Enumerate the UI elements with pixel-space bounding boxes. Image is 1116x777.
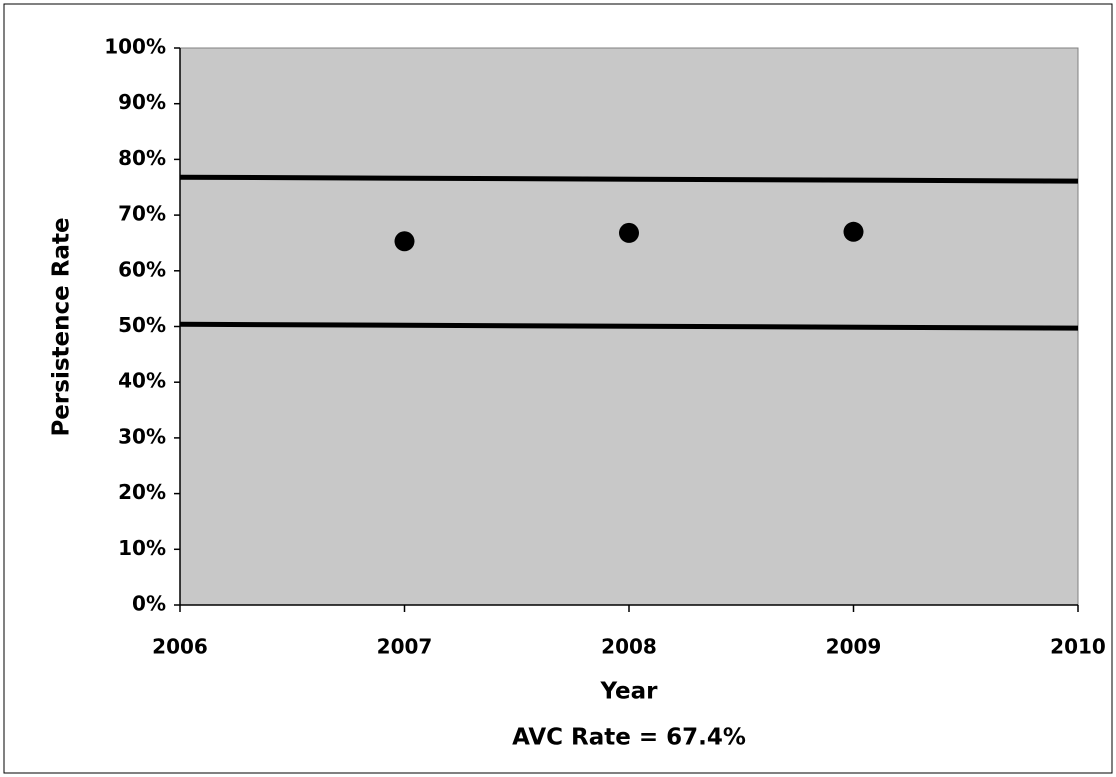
y-tick-label: 70% [118, 202, 166, 226]
y-tick-label: 80% [118, 146, 166, 170]
y-tick-label: 50% [118, 313, 166, 337]
x-tick-label: 2007 [377, 635, 433, 659]
x-tick-label: 2009 [826, 635, 882, 659]
y-tick-label: 90% [118, 90, 166, 114]
x-tick-label: 2008 [601, 635, 657, 659]
y-tick-label: 100% [104, 35, 166, 59]
y-tick-label: 60% [118, 257, 166, 281]
x-tick-label: 2006 [152, 635, 208, 659]
data-point [394, 231, 415, 252]
x-axis-label: Year [599, 679, 658, 705]
x-tick-label: 2010 [1050, 635, 1106, 659]
reference-line [179, 321, 1079, 331]
y-tick-label: 10% [118, 536, 166, 560]
reference-line [179, 174, 1079, 184]
y-tick-label: 40% [118, 369, 166, 393]
y-axis-label: Persistence Rate [49, 217, 75, 436]
data-point [843, 221, 864, 242]
y-tick-label: 0% [132, 592, 166, 616]
data-point [619, 222, 639, 243]
annotation: AVC Rate = 67.4% [512, 725, 746, 751]
y-tick-label: 30% [118, 424, 166, 448]
y-tick-label: 20% [118, 480, 166, 504]
